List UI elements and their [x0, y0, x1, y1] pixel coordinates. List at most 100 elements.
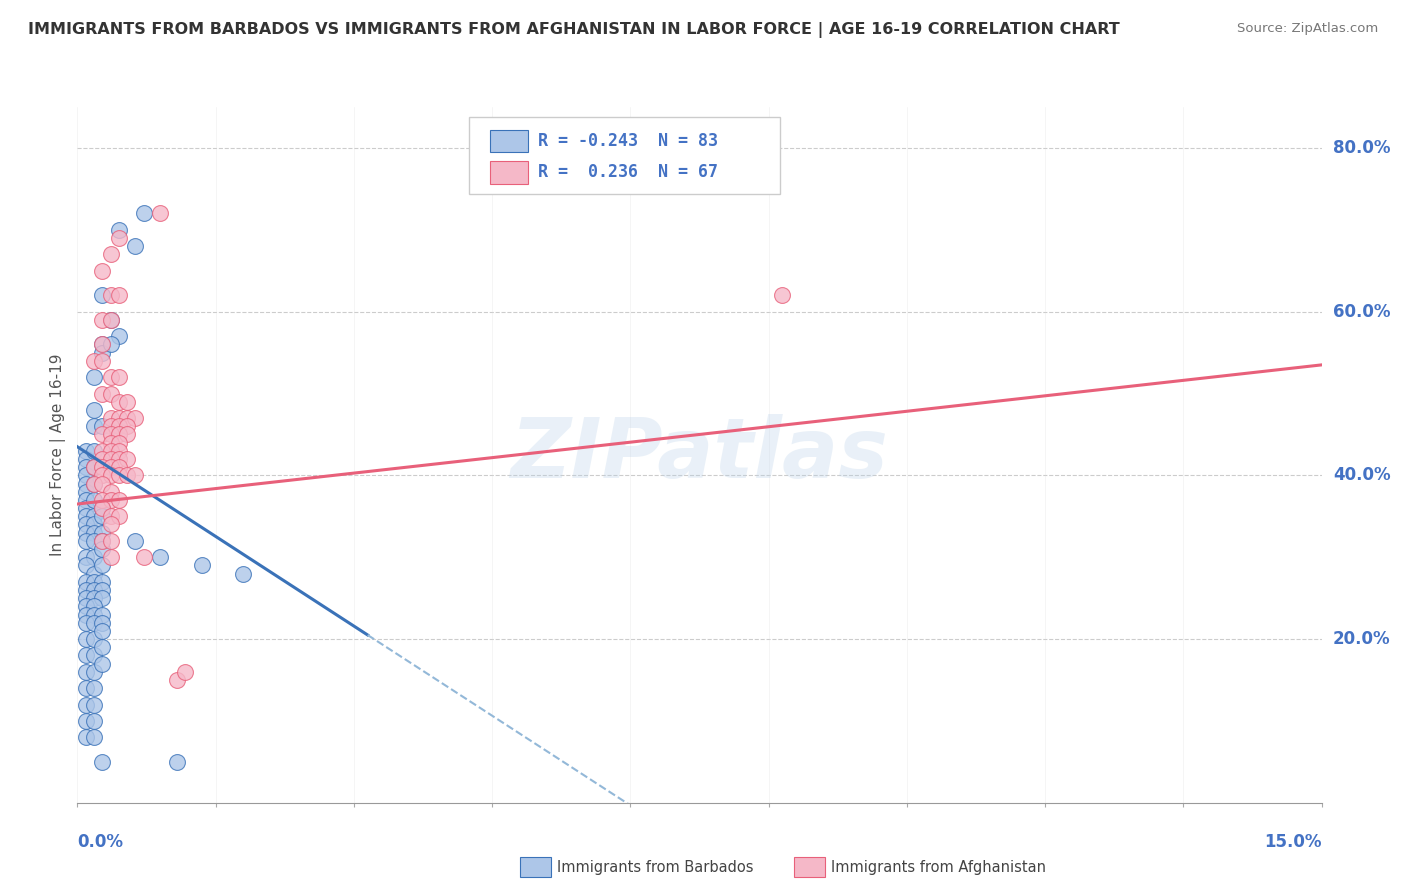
Point	[75, 550, 97, 565]
Point	[149, 550, 172, 565]
Point	[83, 509, 105, 524]
Text: IMMIGRANTS FROM BARBADOS VS IMMIGRANTS FROM AFGHANISTAN IN LABOR FORCE | AGE 16-: IMMIGRANTS FROM BARBADOS VS IMMIGRANTS F…	[28, 22, 1119, 38]
Point	[91, 492, 114, 507]
Point	[91, 533, 114, 548]
Point	[91, 264, 114, 278]
Point	[91, 615, 114, 630]
Text: Immigrants from Barbados: Immigrants from Barbados	[557, 860, 754, 874]
Point	[91, 509, 114, 524]
Point	[83, 419, 105, 434]
Point	[91, 525, 114, 540]
Point	[83, 460, 105, 475]
Point	[83, 517, 105, 532]
Text: R =  0.236  N = 67: R = 0.236 N = 67	[537, 163, 717, 181]
Point	[108, 370, 131, 384]
Point	[75, 452, 97, 467]
Text: ZIPatlas: ZIPatlas	[510, 415, 889, 495]
Point	[100, 288, 122, 302]
Point	[75, 525, 97, 540]
Point	[108, 468, 131, 483]
Point	[91, 386, 114, 401]
Point	[91, 533, 114, 548]
Point	[83, 550, 105, 565]
Point	[83, 525, 105, 540]
Point	[115, 419, 138, 434]
Point	[91, 624, 114, 638]
Point	[83, 648, 105, 663]
Y-axis label: In Labor Force | Age 16-19: In Labor Force | Age 16-19	[51, 353, 66, 557]
Text: 20.0%: 20.0%	[1333, 630, 1391, 648]
Point	[83, 370, 105, 384]
Point	[124, 411, 146, 425]
Point	[108, 329, 131, 343]
Point	[83, 698, 105, 712]
Point	[91, 427, 114, 442]
Text: R = -0.243  N = 83: R = -0.243 N = 83	[537, 132, 717, 150]
Point	[115, 411, 138, 425]
Point	[91, 288, 114, 302]
Text: Source: ZipAtlas.com: Source: ZipAtlas.com	[1237, 22, 1378, 36]
Point	[100, 313, 122, 327]
Point	[83, 443, 105, 458]
Point	[100, 313, 122, 327]
Point	[75, 698, 97, 712]
Point	[100, 435, 122, 450]
Point	[115, 394, 138, 409]
Point	[100, 460, 122, 475]
Point	[83, 533, 105, 548]
Point	[100, 492, 122, 507]
Point	[75, 492, 97, 507]
Point	[108, 394, 131, 409]
Point	[75, 714, 97, 728]
Point	[75, 517, 97, 532]
Point	[149, 206, 172, 220]
Point	[108, 288, 131, 302]
Point	[83, 403, 105, 417]
Point	[83, 714, 105, 728]
Point	[75, 476, 97, 491]
Point	[100, 468, 122, 483]
Point	[91, 574, 114, 589]
Point	[108, 223, 131, 237]
Point	[83, 476, 105, 491]
Point	[108, 492, 131, 507]
Point	[91, 419, 114, 434]
Point	[124, 533, 146, 548]
Point	[75, 443, 97, 458]
Text: 15.0%: 15.0%	[1264, 833, 1322, 851]
Point	[100, 443, 122, 458]
FancyBboxPatch shape	[470, 118, 780, 194]
Point	[108, 452, 131, 467]
Point	[91, 607, 114, 622]
Point	[108, 411, 131, 425]
Point	[83, 632, 105, 646]
Point	[83, 731, 105, 745]
Point	[83, 566, 105, 581]
Point	[91, 591, 114, 606]
Point	[132, 550, 155, 565]
Point	[83, 574, 105, 589]
Point	[83, 665, 105, 679]
Text: Immigrants from Afghanistan: Immigrants from Afghanistan	[831, 860, 1046, 874]
Point	[124, 468, 146, 483]
Point	[83, 353, 105, 368]
Point	[91, 337, 114, 351]
Point	[100, 517, 122, 532]
Point	[75, 731, 97, 745]
Point	[132, 206, 155, 220]
Point	[83, 460, 105, 475]
Text: 0.0%: 0.0%	[77, 833, 124, 851]
Point	[115, 427, 138, 442]
Point	[100, 419, 122, 434]
Text: 60.0%: 60.0%	[1333, 302, 1391, 321]
Point	[108, 509, 131, 524]
Point	[75, 468, 97, 483]
Point	[100, 533, 122, 548]
Point	[108, 443, 131, 458]
Point	[75, 460, 97, 475]
Point	[75, 574, 97, 589]
Point	[91, 501, 114, 516]
Point	[91, 313, 114, 327]
Bar	[491, 130, 527, 153]
Point	[83, 591, 105, 606]
